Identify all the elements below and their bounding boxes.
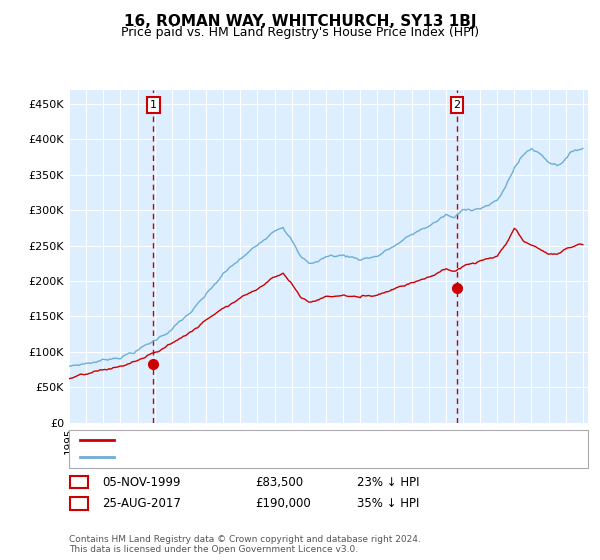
Text: Price paid vs. HM Land Registry's House Price Index (HPI): Price paid vs. HM Land Registry's House … xyxy=(121,26,479,39)
Text: 16, ROMAN WAY, WHITCHURCH, SY13 1BJ: 16, ROMAN WAY, WHITCHURCH, SY13 1BJ xyxy=(124,14,476,29)
Text: 25-AUG-2017: 25-AUG-2017 xyxy=(102,497,181,510)
Text: £83,500: £83,500 xyxy=(255,475,303,489)
Text: 23% ↓ HPI: 23% ↓ HPI xyxy=(357,475,419,489)
Text: 1: 1 xyxy=(76,477,83,487)
Text: 16, ROMAN WAY, WHITCHURCH, SY13 1BJ (detached house): 16, ROMAN WAY, WHITCHURCH, SY13 1BJ (det… xyxy=(120,435,452,445)
Text: Contains HM Land Registry data © Crown copyright and database right 2024.
This d: Contains HM Land Registry data © Crown c… xyxy=(69,535,421,554)
Text: 05-NOV-1999: 05-NOV-1999 xyxy=(102,475,181,489)
Text: HPI: Average price, detached house, Shropshire: HPI: Average price, detached house, Shro… xyxy=(120,452,386,462)
Text: 2: 2 xyxy=(76,498,83,508)
Text: 1: 1 xyxy=(150,100,157,110)
Text: 2: 2 xyxy=(454,100,461,110)
Text: £190,000: £190,000 xyxy=(255,497,311,510)
Text: 35% ↓ HPI: 35% ↓ HPI xyxy=(357,497,419,510)
